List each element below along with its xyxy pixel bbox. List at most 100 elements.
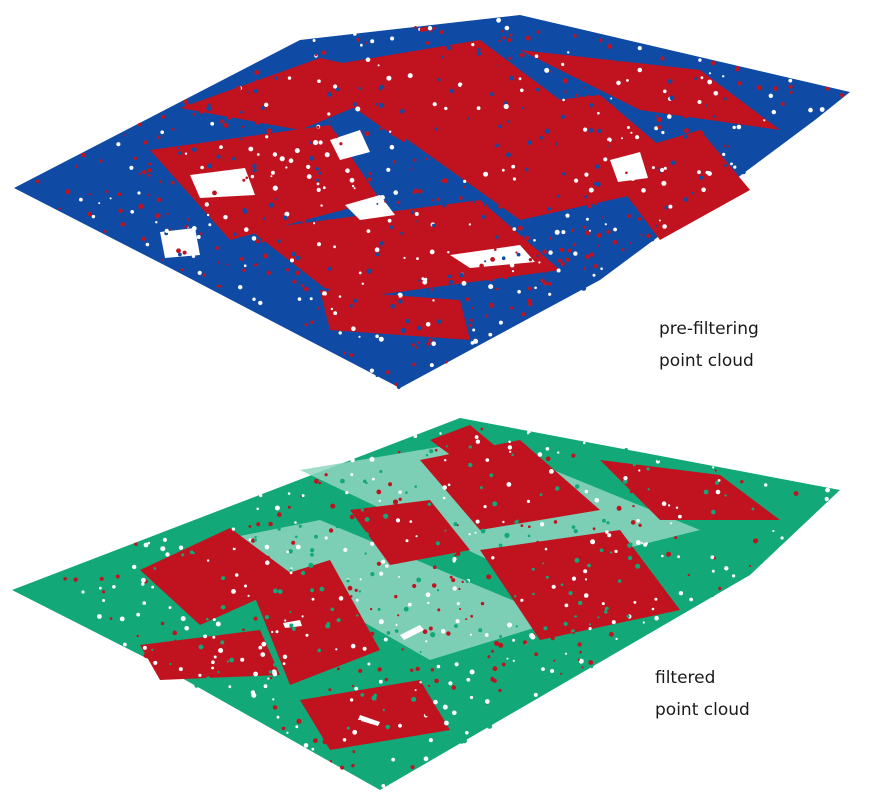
point xyxy=(198,673,202,677)
point xyxy=(349,698,354,702)
point xyxy=(616,505,622,511)
point xyxy=(772,107,775,110)
point xyxy=(616,80,621,86)
point xyxy=(527,534,531,538)
point xyxy=(128,600,132,605)
point xyxy=(81,590,85,594)
point xyxy=(594,201,598,206)
point xyxy=(260,652,266,657)
point xyxy=(486,278,489,281)
point xyxy=(265,135,269,139)
point xyxy=(132,564,137,570)
point xyxy=(630,241,633,245)
point xyxy=(622,478,628,484)
point xyxy=(594,164,600,169)
point xyxy=(414,346,418,349)
point xyxy=(625,204,630,209)
point xyxy=(678,591,684,596)
point xyxy=(458,587,461,591)
point xyxy=(378,695,384,701)
point xyxy=(571,576,577,581)
point xyxy=(231,589,236,594)
point xyxy=(512,702,519,708)
point xyxy=(346,726,350,730)
point xyxy=(408,224,411,227)
point xyxy=(258,293,263,298)
point xyxy=(536,222,539,225)
point xyxy=(588,187,594,193)
point xyxy=(507,492,511,496)
point xyxy=(354,588,358,592)
point xyxy=(309,485,312,489)
point xyxy=(339,647,344,651)
point xyxy=(330,307,334,311)
point xyxy=(297,482,301,486)
point xyxy=(178,252,182,257)
point xyxy=(377,667,382,672)
point xyxy=(670,522,673,525)
point xyxy=(614,549,618,553)
point xyxy=(186,218,190,221)
point xyxy=(358,505,362,509)
point xyxy=(698,58,702,62)
point xyxy=(272,152,278,157)
point xyxy=(99,151,103,155)
point xyxy=(378,619,384,625)
point xyxy=(206,559,210,562)
point xyxy=(583,569,588,574)
point xyxy=(455,186,458,189)
point xyxy=(206,676,211,681)
point xyxy=(511,164,516,169)
point xyxy=(407,73,413,79)
point xyxy=(543,513,548,518)
point xyxy=(398,703,403,709)
point xyxy=(306,174,312,180)
point xyxy=(567,197,570,200)
point xyxy=(256,507,260,511)
point xyxy=(840,93,845,98)
point xyxy=(349,50,355,55)
point xyxy=(471,306,474,310)
point xyxy=(654,224,658,227)
point xyxy=(293,715,298,720)
point xyxy=(360,693,365,697)
point xyxy=(507,120,511,123)
point xyxy=(338,70,343,75)
point xyxy=(316,187,321,192)
point xyxy=(382,708,385,712)
point xyxy=(590,629,596,634)
point xyxy=(264,102,269,108)
point xyxy=(605,140,610,146)
point xyxy=(571,453,576,458)
point xyxy=(498,642,504,648)
point xyxy=(367,662,371,666)
point xyxy=(355,598,359,602)
point xyxy=(184,224,188,229)
point xyxy=(79,197,83,202)
point xyxy=(124,168,128,173)
point xyxy=(409,631,413,635)
point xyxy=(499,635,502,638)
point xyxy=(134,542,138,546)
point xyxy=(667,114,672,119)
point xyxy=(187,618,191,622)
point xyxy=(574,178,579,183)
point xyxy=(741,170,746,175)
point xyxy=(18,587,21,591)
point xyxy=(435,541,440,546)
point xyxy=(780,533,784,536)
point xyxy=(417,341,420,344)
point xyxy=(378,245,381,248)
point xyxy=(457,442,461,445)
point xyxy=(534,286,537,290)
point xyxy=(553,201,558,207)
point xyxy=(568,591,573,596)
point xyxy=(378,679,383,684)
point xyxy=(242,178,246,182)
point xyxy=(254,70,260,75)
point xyxy=(579,650,582,654)
point xyxy=(663,166,667,170)
point xyxy=(356,614,359,617)
point xyxy=(223,215,228,220)
point xyxy=(336,618,341,623)
